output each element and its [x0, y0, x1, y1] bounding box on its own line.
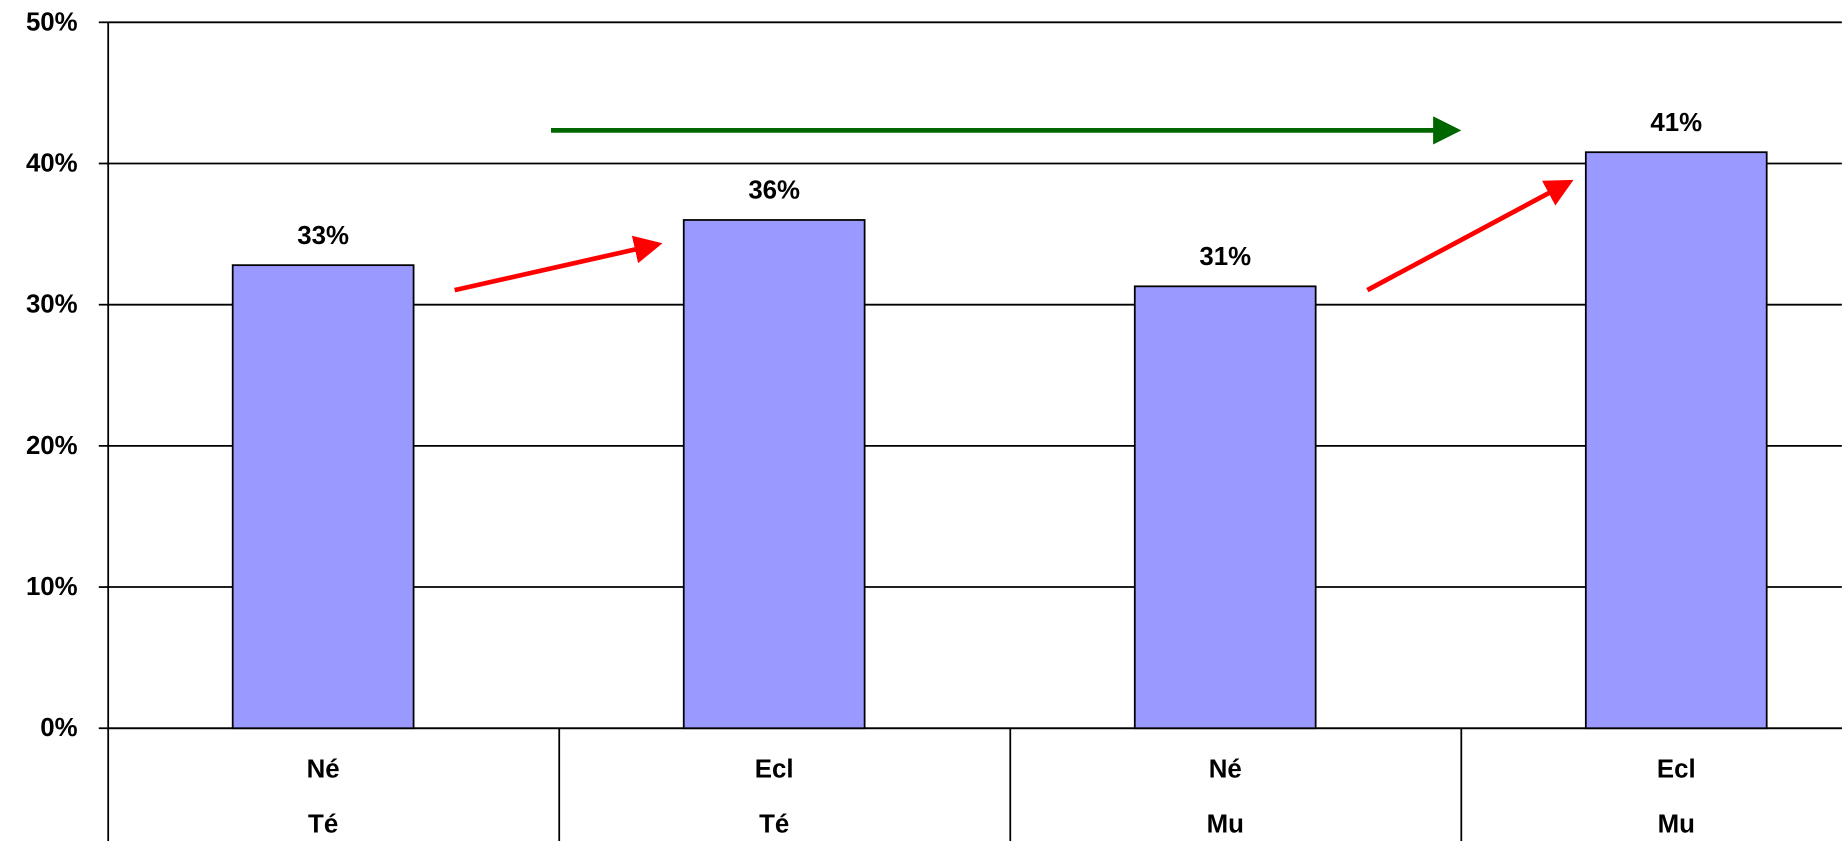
- x-tick-label: Té: [759, 811, 789, 839]
- x-tick-label: Ecl: [1657, 755, 1696, 783]
- bar: [1584, 151, 1768, 730]
- x-tick-label: Ecl: [755, 755, 794, 783]
- y-tick-label: 10%: [26, 573, 78, 601]
- y-tick-label: 20%: [26, 432, 78, 460]
- trend-arrow: [454, 235, 663, 293]
- y-tick-label: 0%: [40, 714, 77, 742]
- x-tick-label: Mu: [1658, 811, 1695, 839]
- bar: [1133, 285, 1317, 730]
- y-tick-label: 50%: [26, 8, 78, 36]
- data-label: 31%: [1199, 243, 1251, 271]
- bar: [231, 264, 415, 730]
- y-tick-label: 40%: [26, 150, 78, 178]
- trend-arrow: [1366, 179, 1574, 293]
- bar: [682, 219, 866, 730]
- data-label: 41%: [1650, 109, 1702, 137]
- x-tick-label: Né: [307, 755, 340, 783]
- x-tick-label: Té: [308, 811, 338, 839]
- x-tick-label: Né: [1209, 755, 1242, 783]
- y-tick-label: 30%: [26, 291, 78, 319]
- data-label: 33%: [297, 222, 349, 250]
- x-tick-label: Mu: [1207, 811, 1244, 839]
- marks: 0% 10% 20% 30% 40% 50% Né Té 33% Ecl Té 36% Né Mu 31% E…: [26, 8, 1842, 841]
- data-label: 36%: [748, 177, 800, 205]
